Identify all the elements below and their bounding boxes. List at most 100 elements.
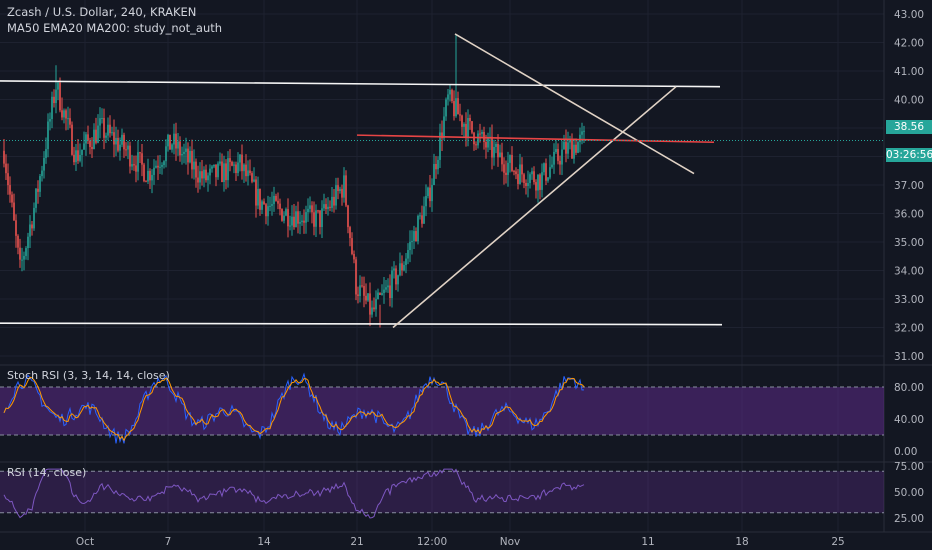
candle-body xyxy=(549,167,551,178)
candle-body xyxy=(153,167,155,175)
candle-body xyxy=(321,208,323,228)
candle-body xyxy=(397,275,399,285)
candle-body xyxy=(41,170,43,177)
upper-channel-line xyxy=(0,80,721,88)
stoch-tick-label: 80.00 xyxy=(894,382,924,394)
candle-body xyxy=(445,99,447,117)
candle-body xyxy=(367,293,369,301)
stoch-tick-label: 0.00 xyxy=(894,446,917,458)
candle-body xyxy=(365,295,367,301)
price-tick-label: 42.00 xyxy=(894,38,924,50)
candle-body xyxy=(53,96,55,104)
candle-body xyxy=(391,270,393,299)
candle-body xyxy=(361,285,363,287)
resistance-line xyxy=(356,134,715,144)
candle-body xyxy=(439,132,441,160)
candle-body xyxy=(155,165,157,168)
candle-body xyxy=(517,174,519,184)
price-tick-label: 34.00 xyxy=(894,266,924,278)
rsi-pane xyxy=(0,468,884,519)
candle-body xyxy=(451,89,453,102)
candle-body xyxy=(319,210,321,228)
candle-body xyxy=(337,185,339,191)
candle-body xyxy=(287,209,289,227)
candle-body xyxy=(581,131,583,135)
candle-body xyxy=(43,157,45,171)
candle-body xyxy=(409,241,411,251)
price-candles xyxy=(3,33,585,328)
candle-body xyxy=(521,164,523,175)
candle-body xyxy=(187,148,189,163)
candle-body xyxy=(173,133,175,145)
candle-body xyxy=(177,141,179,149)
drawn-trend-lines[interactable] xyxy=(0,33,723,329)
candle-body xyxy=(477,133,479,146)
candle-body xyxy=(247,170,249,177)
candle-body xyxy=(381,293,383,296)
candle-body xyxy=(223,163,225,183)
candle-body xyxy=(127,145,129,150)
candle-body xyxy=(481,131,483,134)
candle-body xyxy=(285,209,287,216)
candle-body xyxy=(579,134,581,143)
candle-body xyxy=(529,174,531,184)
candle-body xyxy=(233,164,235,166)
candle-body xyxy=(291,216,293,226)
candle-body xyxy=(311,205,313,213)
candle-body xyxy=(491,136,493,158)
price-tick-label: 33.00 xyxy=(894,294,924,306)
candle-body xyxy=(49,119,51,122)
candle-body xyxy=(231,161,233,166)
candle-body xyxy=(11,194,13,203)
candle-body xyxy=(333,196,335,206)
candle-body xyxy=(229,158,231,162)
candle-body xyxy=(137,152,139,172)
candle-body xyxy=(279,203,281,210)
candle-body xyxy=(249,170,251,174)
candle-body xyxy=(275,195,277,201)
candle-body xyxy=(469,117,471,122)
candle-body xyxy=(573,144,575,159)
candle-body xyxy=(377,292,379,300)
candle-body xyxy=(161,165,163,167)
candle-body xyxy=(577,142,579,153)
candle-body xyxy=(413,231,415,241)
candle-body xyxy=(101,118,103,120)
candle-body xyxy=(533,171,535,183)
chart-title: Zcash / U.S. Dollar, 240, KRAKEN xyxy=(7,5,197,19)
candle-body xyxy=(411,240,413,242)
candle-body xyxy=(121,134,123,145)
candle-body xyxy=(567,142,569,154)
candle-body xyxy=(563,141,565,150)
candle-body xyxy=(83,143,85,150)
candle-body xyxy=(45,149,47,158)
candle-body xyxy=(123,134,125,150)
stoch-d-line xyxy=(3,376,585,442)
candle-body xyxy=(169,134,171,150)
candle-body xyxy=(109,124,111,134)
candle-body xyxy=(261,201,263,210)
candle-body xyxy=(163,161,165,166)
candle-body xyxy=(269,205,271,207)
candle-body xyxy=(545,163,547,181)
candle-body xyxy=(19,247,21,260)
candle-body xyxy=(351,238,353,254)
candle-body xyxy=(437,159,439,170)
candle-body xyxy=(421,215,423,224)
time-tick-label: 7 xyxy=(165,536,172,548)
candle-body xyxy=(315,210,317,227)
candle-body xyxy=(369,293,371,315)
time-tick-label: Oct xyxy=(76,536,94,548)
candle-body xyxy=(299,222,301,224)
price-axis[interactable]: 43.0042.0041.0040.0039.0038.0037.0036.00… xyxy=(894,9,924,525)
candle-body xyxy=(219,161,221,164)
candle-body xyxy=(283,215,285,221)
candle-body xyxy=(557,149,559,161)
rsi-tick-label: 75.00 xyxy=(894,461,924,473)
candle-body xyxy=(35,188,37,208)
time-axis[interactable]: Oct 7 14 21 12:00 Nov 11 18 25 xyxy=(76,536,845,548)
candle-body xyxy=(571,140,573,159)
candle-body xyxy=(135,165,137,172)
indicator-legend: MA50 EMA20 MA200: study_not_auth xyxy=(7,21,223,35)
